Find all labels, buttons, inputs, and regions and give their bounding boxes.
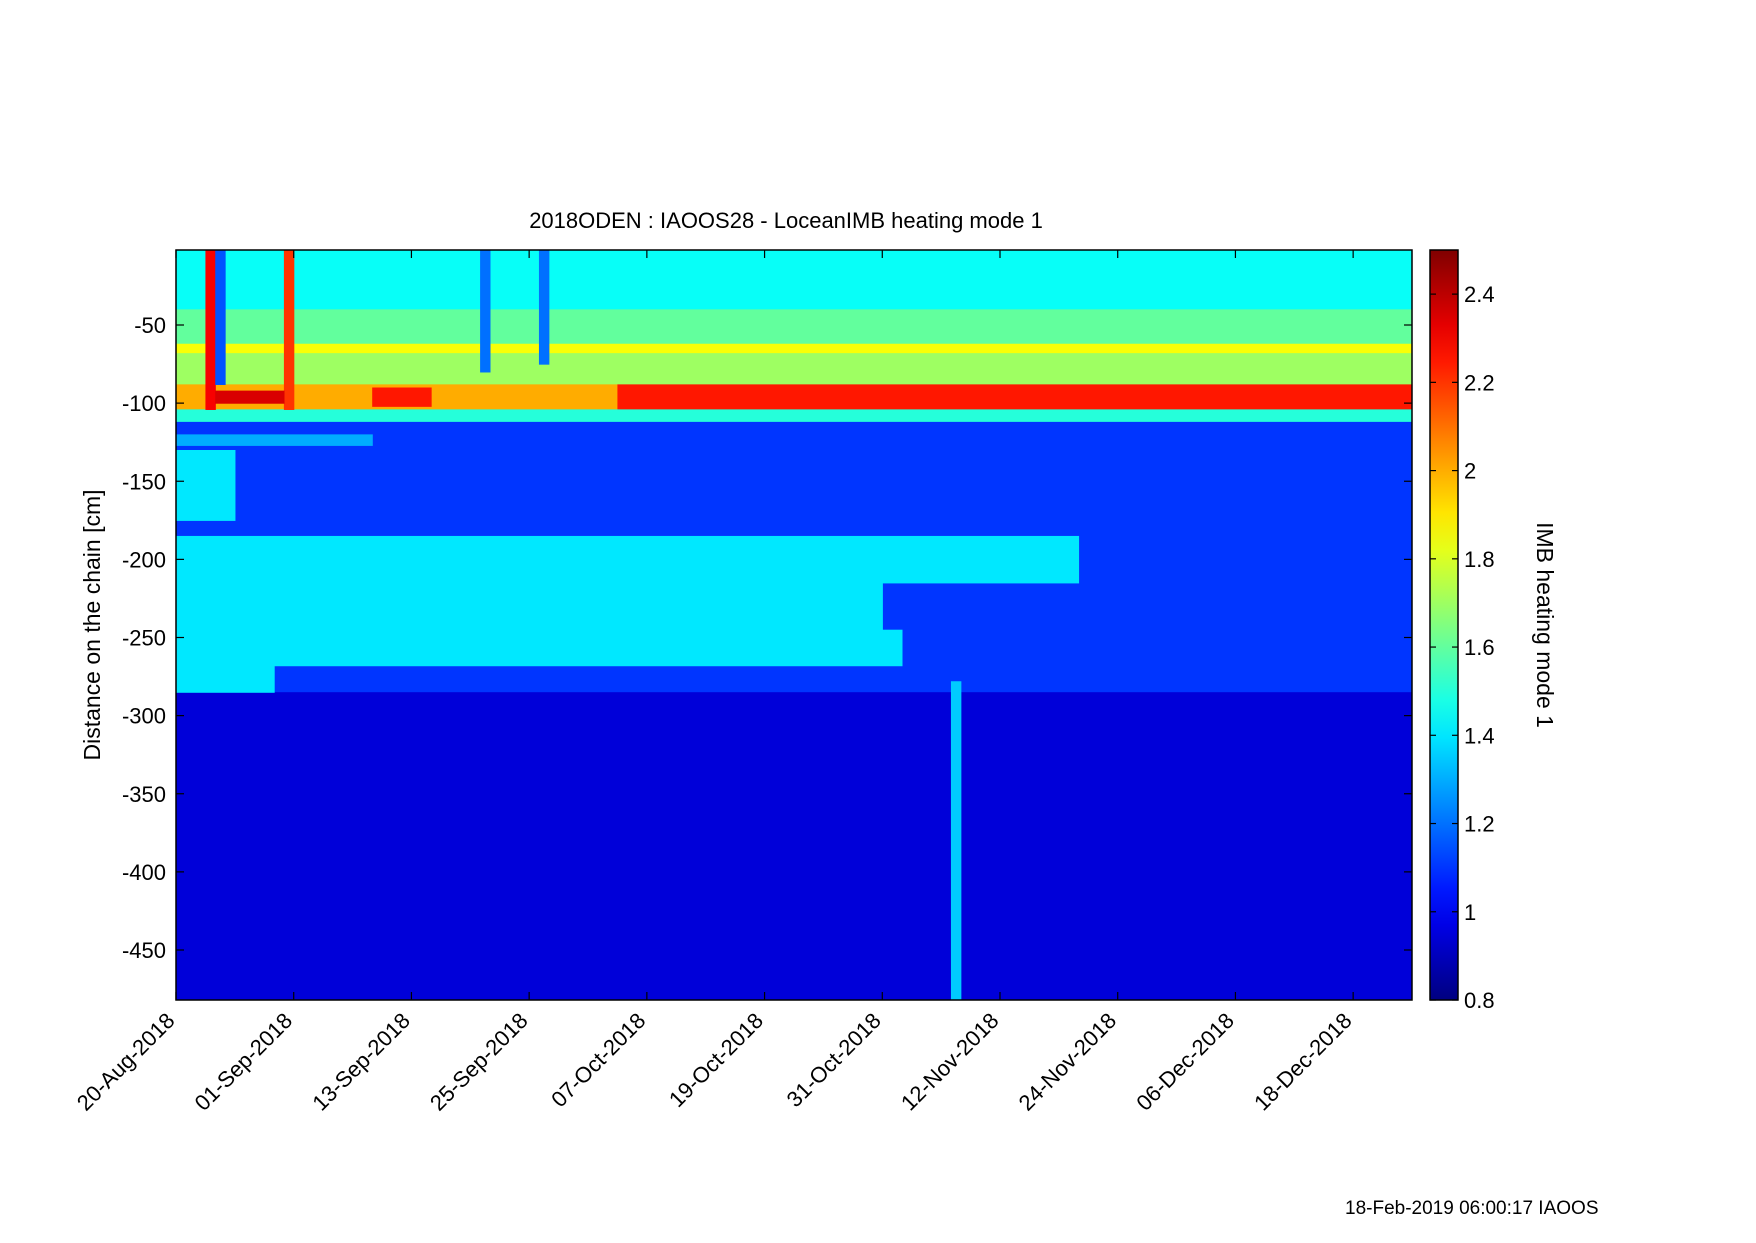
chart-title: 2018ODEN : IAOOS28 - LoceanIMB heating m…: [529, 208, 1043, 233]
heatmap-cell: [176, 309, 1412, 345]
colorbar-tick-label: 1.8: [1464, 547, 1495, 572]
heatmap-cell: [176, 409, 1412, 423]
heatmap-cell: [176, 434, 373, 446]
y-tick-label: -300: [122, 704, 166, 729]
colorbar-tick-label: 1.6: [1464, 635, 1495, 660]
footer-timestamp: 18-Feb-2019 06:00:17 IAOOS: [1345, 1198, 1599, 1219]
x-tick-label: 06-Dec-2018: [1131, 1008, 1239, 1116]
y-tick-label: -100: [122, 391, 166, 416]
heatmap-cell: [176, 450, 236, 521]
colorbar-tick-label: 2: [1464, 459, 1476, 484]
heatmap-cell: [480, 250, 491, 373]
y-tick-label: -400: [122, 860, 166, 885]
heatmap-cells: [176, 250, 1412, 1000]
colorbar-tick-label: 1.4: [1464, 723, 1495, 748]
y-axis: -50 -100 -150 -200 -250 -300 -350 -400 -450: [122, 313, 1412, 963]
x-tick-label: 20-Aug-2018: [72, 1008, 180, 1116]
y-tick-label: -200: [122, 547, 166, 572]
colorbar-tick-label: 0.8: [1464, 988, 1495, 1013]
heatmap-cell: [176, 665, 275, 693]
heatmap-cell: [283, 250, 295, 410]
colorbar-tick-label: 1: [1464, 900, 1476, 925]
heatmap-cell: [176, 629, 903, 667]
x-tick-label: 31-Oct-2018: [782, 1008, 886, 1112]
y-axis-label: Distance on the chain [cm]: [79, 489, 105, 760]
y-tick-label: -450: [122, 938, 166, 963]
colorbar-tick-label: 2.2: [1464, 370, 1495, 395]
heatmap-cell: [538, 250, 550, 365]
heatmap-cell: [372, 387, 432, 407]
x-tick-label: 13-Sep-2018: [307, 1008, 415, 1116]
heatmap-cell: [176, 343, 1412, 354]
heatmap-cell: [950, 681, 962, 1000]
heatmap-cell: [215, 250, 226, 385]
x-tick-label: 19-Oct-2018: [664, 1008, 768, 1112]
heatmap-cell: [215, 390, 285, 404]
heatmap-cell: [176, 582, 883, 631]
heatmap-cell: [176, 250, 1412, 310]
colorbar: [1429, 249, 1459, 1001]
y-tick-label: -50: [134, 313, 166, 338]
x-tick-label: 01-Sep-2018: [190, 1008, 298, 1116]
colorbar-label: IMB heating mode 1: [1532, 522, 1558, 728]
plot-frame: [175, 249, 1413, 1001]
x-tick-label: 18-Dec-2018: [1249, 1008, 1357, 1116]
x-tick-label: 07-Oct-2018: [546, 1008, 650, 1112]
heatmap-cell: [205, 250, 216, 410]
x-tick-label: 24-Nov-2018: [1014, 1008, 1122, 1116]
colorbar-ticks: 2.4 2.2 2 1.8 1.6 1.4 1.2 1 0.8: [1430, 282, 1495, 1013]
heatmap-cell: [617, 384, 1412, 410]
colorbar-tick-label: 1.2: [1464, 812, 1495, 837]
heatmap-cell: [176, 353, 1412, 385]
heatmap-cell: [176, 535, 1080, 584]
heatmap-cell: [176, 692, 1412, 1000]
y-tick-label: -250: [122, 626, 166, 651]
y-tick-label: -150: [122, 469, 166, 494]
y-tick-label: -350: [122, 782, 166, 807]
colorbar-tick-label: 2.4: [1464, 282, 1495, 307]
x-tick-label: 25-Sep-2018: [425, 1008, 533, 1116]
x-tick-label: 12-Nov-2018: [896, 1008, 1004, 1116]
